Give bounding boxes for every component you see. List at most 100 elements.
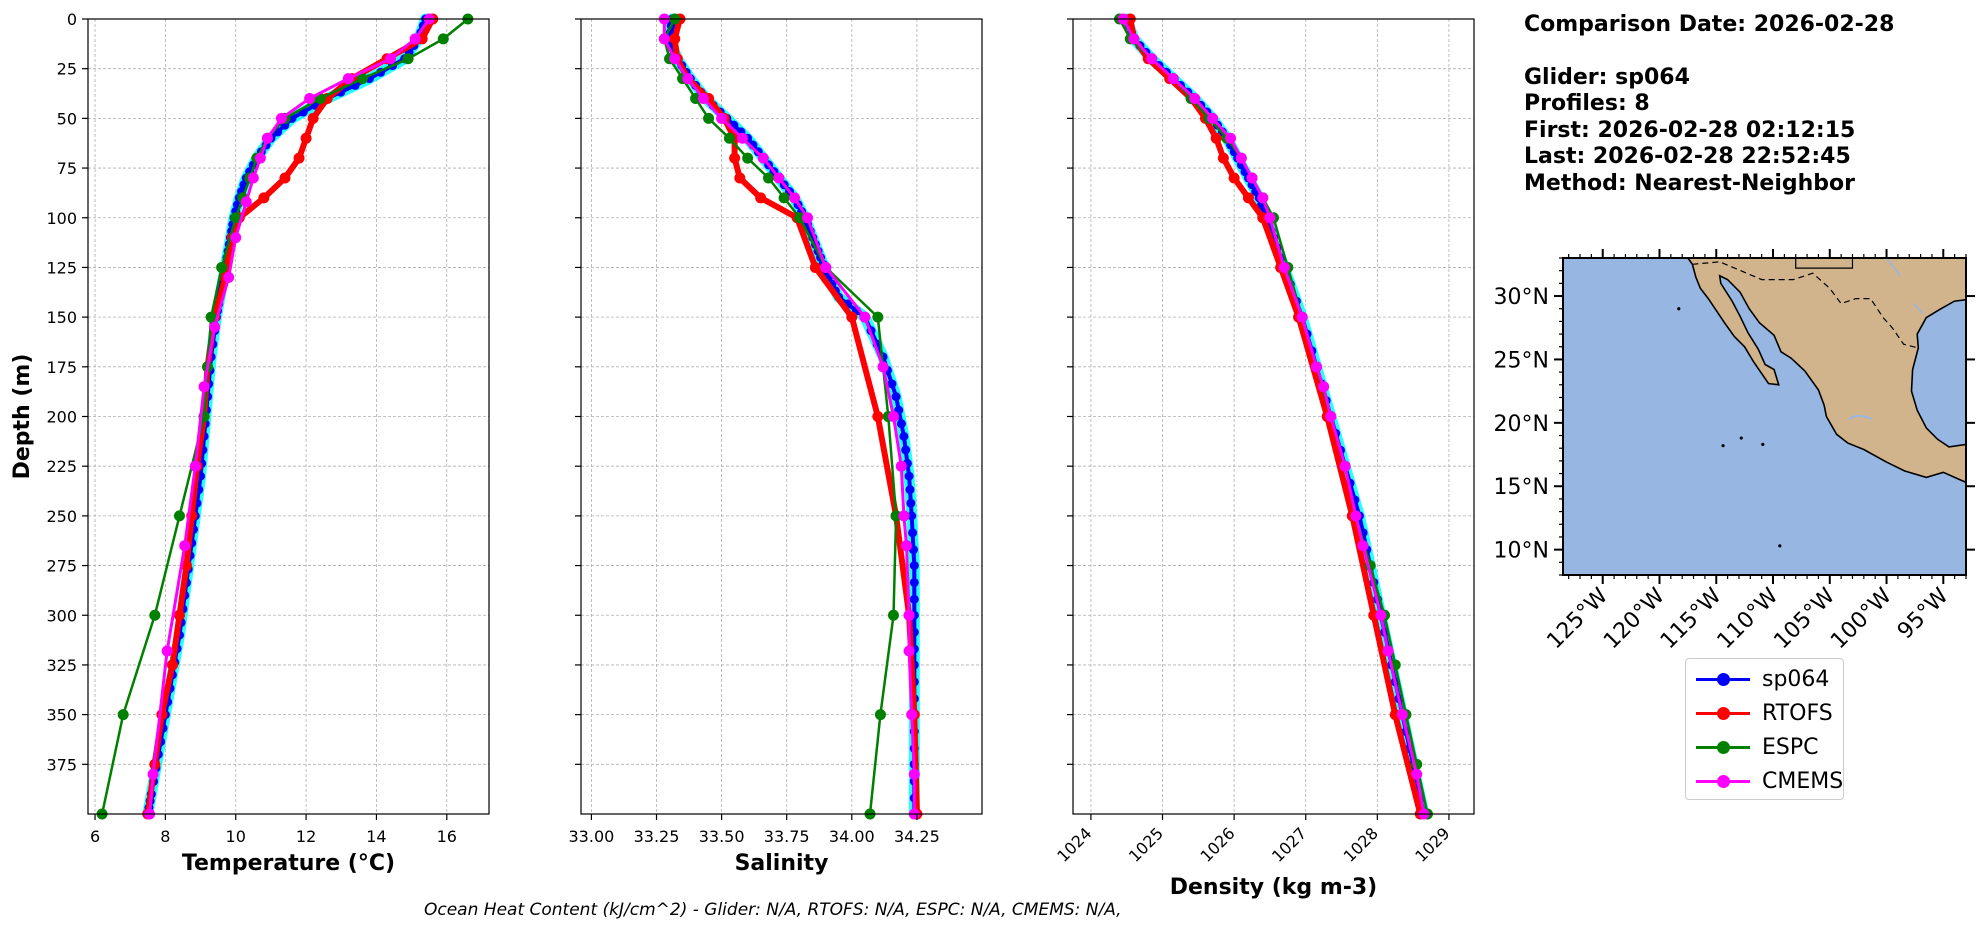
series-point-espc [742,152,754,164]
series-point-rtofs [279,172,291,184]
x-tick-label: 34.00 [829,827,875,846]
legend-marker-sp064 [1717,672,1730,686]
map-land [1686,258,1966,484]
y-tick-label: 375 [46,755,77,774]
legend-item-sp064: sp064 [1696,664,1829,694]
series-point-cmems [1235,152,1247,164]
series-point-cmems [682,73,694,85]
series-point-cmems [773,172,785,184]
map-border [1692,261,1919,349]
series-point-rtofs [173,609,185,621]
y-tick-label: 125 [46,258,77,277]
series-point-cmems [275,112,287,124]
series-point-cmems [903,645,915,657]
series-point-rtofs [734,172,746,184]
series-point-sp064 [909,594,919,604]
map-state-line [1795,258,1854,269]
map-lon-label: 100°W [1826,583,1897,654]
series-point-espc [703,112,715,124]
legend-line-espc [1696,740,1750,754]
y-tick-label: 50 [57,109,77,128]
series-point-cmems [240,196,252,208]
x-tick-label: 10 [226,827,246,846]
series-point-rtofs [1217,152,1229,164]
series-point-espc [890,510,902,522]
series-point-rtofs [180,560,192,572]
series-point-cmems [342,73,354,85]
series-point-rtofs [669,33,681,45]
series-point-espc [230,212,242,224]
y-tick-label: 25 [57,60,77,79]
panel-density: 1024 1025 1026 1027 1028 1029 Density (kg m-3) [1053,13,1475,900]
series-point-cmems [877,361,889,373]
x-tick-label: 12 [296,827,316,846]
y-tick-label: 300 [46,606,77,625]
series-point-rtofs [293,152,305,164]
legend-item-espc: ESPC [1696,732,1819,762]
series-point-cmems [658,33,670,45]
x-tick-label: 33.25 [634,827,680,846]
ohc-footer: Ocean Heat Content (kJ/cm^2) - Glider: N… [424,900,1122,920]
y-tick-label: 225 [46,457,77,476]
series-point-cmems [669,53,681,65]
series-point-cmems [230,232,242,244]
x-axis-label: Density (kg m-3) [1170,875,1378,900]
series-point-rtofs [300,132,312,144]
series-point-cmems [1350,510,1362,522]
series-point-cmems [1146,53,1158,65]
series-point-cmems [1339,460,1351,472]
series-point-cmems [1167,73,1179,85]
series-point-cmems [1411,768,1423,780]
series-point-espc [216,261,228,273]
series-point-cmems [1296,311,1308,323]
series-point-cmems [906,709,918,721]
series-point-sp064 [908,528,918,538]
map-lon-label: 95°W [1893,583,1954,644]
map-lon-label: 105°W [1769,583,1840,654]
series-point-espc [794,212,806,224]
series-point-cmems [1257,192,1269,204]
series-point-rtofs [729,152,741,164]
series-point-espc [690,93,702,104]
map-frame [1562,257,1967,576]
series-point-cmems [409,33,421,45]
series-point-cmems [1357,540,1369,552]
series-point-cmems [304,93,316,104]
map-island [1721,444,1725,448]
map-lon-label: 125°W [1542,583,1613,654]
series-point-cmems [1207,112,1219,124]
series-point-espc [173,510,185,522]
series-point-espc [872,311,884,323]
y-tick-label: 200 [46,408,77,427]
series-point-cmems [1325,411,1337,422]
x-tick-label: 1024 [1053,824,1095,866]
x-tick-label: 33.50 [699,827,745,846]
map-lat-label: 20°N [1494,412,1549,437]
series-point-cmems [198,381,210,393]
series-point-sp064 [907,511,917,521]
series-point-rtofs [258,192,270,204]
series-point-cmems [261,132,273,144]
series-point-rtofs [755,192,767,204]
x-tick-label: 1028 [1340,824,1382,866]
map-island [1739,436,1743,440]
series-point-cmems [179,540,191,552]
series-point-cmems [1189,93,1201,104]
x-tick-label: 14 [366,827,386,846]
series-point-sp064 [887,379,897,389]
series-point-espc [356,73,368,85]
series-point-rtofs [307,112,319,124]
x-tick-label: 1029 [1411,824,1453,866]
series-point-cmems [1225,132,1237,144]
series-point-cmems [1278,261,1290,273]
series-point-cmems [189,460,201,472]
comparison-date: Comparison Date: 2026-02-28 [1524,12,1895,37]
map-lat-label: 30°N [1494,285,1549,310]
series-point-sp064 [896,419,906,429]
series-point-sp064 [901,445,911,455]
x-tick-label: 33.75 [764,827,810,846]
series-point-cmems [716,112,728,124]
x-tick-label: 34.25 [894,827,940,846]
series-point-espc [723,132,735,144]
